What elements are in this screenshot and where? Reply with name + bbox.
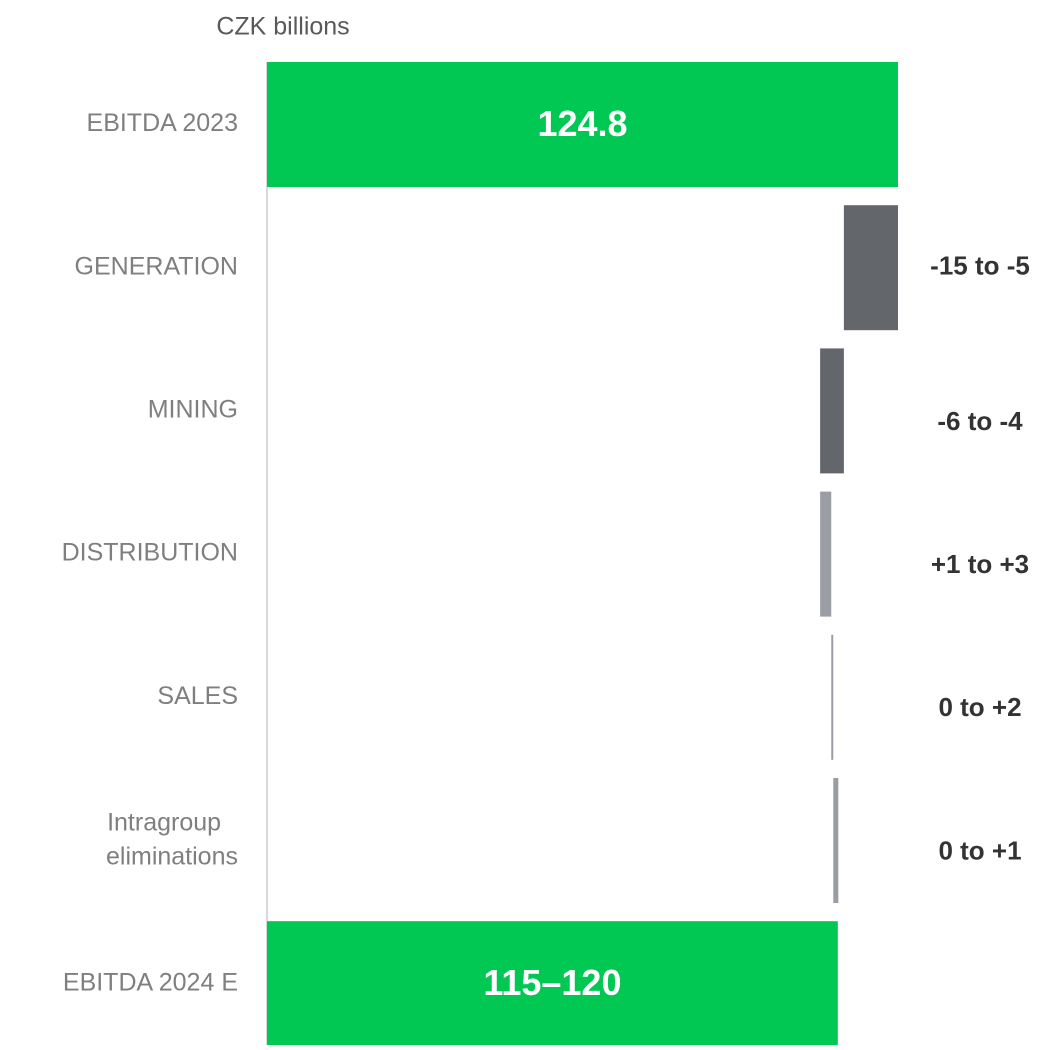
value-label: -15 to -5 xyxy=(930,251,1030,281)
bar xyxy=(820,348,844,474)
value-label: 115–120 xyxy=(483,962,621,1003)
category-label: EBITDA 2024 E xyxy=(63,968,238,996)
value-label: -6 to -4 xyxy=(937,406,1023,436)
bar xyxy=(833,778,839,903)
category-label: MINING xyxy=(148,396,238,424)
value-label: 0 to +2 xyxy=(938,692,1021,722)
value-label: 124.8 xyxy=(537,103,627,144)
category-label: GENERATION xyxy=(75,252,238,280)
value-label: +1 to +3 xyxy=(931,549,1029,579)
bar xyxy=(843,205,898,331)
bar xyxy=(267,921,838,1047)
category-label: DISTRIBUTION xyxy=(62,539,238,567)
bar xyxy=(831,634,834,760)
category-label: EBITDA 2023 xyxy=(87,109,238,137)
category-label: SALES xyxy=(157,682,238,710)
category-label: Intragroup eliminations xyxy=(106,808,238,870)
value-label: 0 to +1 xyxy=(938,835,1021,865)
bar xyxy=(820,491,832,617)
unit-label: CZK billions xyxy=(216,13,349,41)
bar xyxy=(267,62,898,187)
